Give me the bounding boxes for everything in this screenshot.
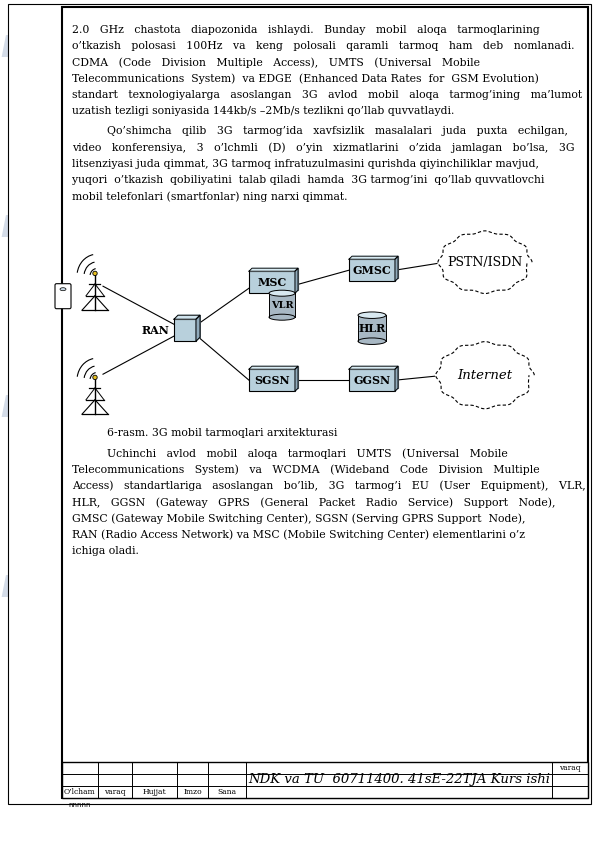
Text: VLR: VLR <box>271 301 293 310</box>
Text: ichiga oladi.: ichiga oladi. <box>72 546 139 556</box>
Text: CDMA   (Code   Division   Multiple   Access),   UMTS   (Universal   Mobile: CDMA (Code Division Multiple Access), UM… <box>72 57 480 68</box>
Text: Sana: Sana <box>217 788 237 796</box>
Text: Hujjat: Hujjat <box>143 788 167 796</box>
Text: Docx.uz: Docx.uz <box>340 34 475 63</box>
Bar <box>358 315 386 341</box>
Bar <box>349 259 395 281</box>
FancyBboxPatch shape <box>55 284 71 309</box>
Text: Telecommunications   System)   va   WCDMA   (Wideband   Code   Division   Multip: Telecommunications System) va WCDMA (Wid… <box>72 465 540 475</box>
Text: O’lcham: O’lcham <box>64 788 96 796</box>
Text: Docx.uz: Docx.uz <box>0 214 135 243</box>
Text: mobil telefonlari (smartfonlar) ning narxi qimmat.: mobil telefonlari (smartfonlar) ning nar… <box>72 191 347 201</box>
Text: 6-rasm. 3G mobil tarmoqlari arxitekturasi: 6-rasm. 3G mobil tarmoqlari arxitekturas… <box>107 429 337 438</box>
Circle shape <box>93 271 97 275</box>
Ellipse shape <box>269 290 295 296</box>
Bar <box>178 315 200 337</box>
Text: Docx.uz: Docx.uz <box>340 214 475 243</box>
Polygon shape <box>349 366 398 369</box>
Text: Docx.uz: Docx.uz <box>0 34 135 63</box>
Text: HLR,   GGSN   (Gateway   GPRS   (General   Packet   Radio   Service)   Support  : HLR, GGSN (Gateway GPRS (General Packet … <box>72 497 556 508</box>
Text: MSC: MSC <box>258 277 287 288</box>
Polygon shape <box>436 342 534 409</box>
Circle shape <box>93 376 97 380</box>
Text: Docx.uz: Docx.uz <box>0 394 135 423</box>
Polygon shape <box>438 231 532 294</box>
Text: RAN: RAN <box>141 325 169 336</box>
Text: RAN (Radio Access Network) va MSC (Mobile Switching Center) elementlarini o’z: RAN (Radio Access Network) va MSC (Mobil… <box>72 530 525 540</box>
Text: GMSC: GMSC <box>353 264 392 275</box>
Text: Access)   standartlariga   asoslangan   bo’lib,   3G   tarmog’i   EU   (User   E: Access) standartlariga asoslangan bo’lib… <box>72 481 585 492</box>
Text: yuqori  o’tkazish  qobiliyatini  talab qiladi  hamda  3G tarmog’ini  qo’llab quv: yuqori o’tkazish qobiliyatini talab qila… <box>72 175 544 184</box>
Text: SGSN: SGSN <box>254 375 290 386</box>
Text: HLR: HLR <box>358 322 386 333</box>
Text: nnnnn: nnnnn <box>69 802 91 808</box>
Text: litsenziyasi juda qimmat, 3G tarmoq infratuzulmasini qurishda qiyinchiliklar mav: litsenziyasi juda qimmat, 3G tarmoq infr… <box>72 158 539 168</box>
Text: Imzo: Imzo <box>183 788 202 796</box>
Text: varaq: varaq <box>559 764 581 772</box>
Text: o’tkazish   polosasi   100Hz   va   keng   polosali   qaramli   tarmoq   ham   d: o’tkazish polosasi 100Hz va keng polosal… <box>72 41 575 51</box>
Text: Qo’shimcha   qilib   3G   tarmog’ida   xavfsizlik   masalalari   juda   puxta   : Qo’shimcha qilib 3G tarmog’ida xavfsizli… <box>107 126 568 136</box>
Polygon shape <box>395 256 398 281</box>
Bar <box>62 762 588 798</box>
Text: Internet: Internet <box>458 369 512 381</box>
Bar <box>269 293 295 317</box>
Ellipse shape <box>358 338 386 344</box>
Bar <box>252 366 298 388</box>
Bar <box>252 269 298 290</box>
Text: Docx.uz: Docx.uz <box>165 394 300 423</box>
Text: Telecommunications  System)  va EDGE  (Enhanced Data Rates  for  GSM Evolution): Telecommunications System) va EDGE (Enha… <box>72 73 539 84</box>
Text: Docx.uz: Docx.uz <box>165 214 300 243</box>
Text: Uchinchi   avlod   mobil   aloqa   tarmoqlari   UMTS   (Universal   Mobile: Uchinchi avlod mobil aloqa tarmoqlari UM… <box>107 449 508 459</box>
Polygon shape <box>395 366 398 392</box>
Ellipse shape <box>269 314 295 320</box>
Bar <box>249 271 295 293</box>
Polygon shape <box>249 269 298 271</box>
Bar <box>174 319 196 341</box>
Bar <box>352 366 398 388</box>
Text: standart   texnologiyalarga   asoslangan   3G   avlod   mobil   aloqa   tarmog’i: standart texnologiyalarga asoslangan 3G … <box>72 90 582 100</box>
Bar <box>249 369 295 392</box>
Polygon shape <box>295 269 298 293</box>
Text: GMSC (Gateway Mobile Switching Center), SGSN (Serving GPRS Support  Node),: GMSC (Gateway Mobile Switching Center), … <box>72 514 525 524</box>
Text: Docx.uz: Docx.uz <box>340 574 475 603</box>
Bar <box>352 256 398 278</box>
Text: varaq: varaq <box>104 788 126 796</box>
Bar <box>62 7 588 798</box>
Text: video   konferensiya,   3   o’lchmli   (D)   o’yin   xizmatlarini   o’zida   jam: video konferensiya, 3 o’lchmli (D) o’yin… <box>72 142 575 153</box>
Polygon shape <box>249 366 298 369</box>
Text: GGSN: GGSN <box>353 375 390 386</box>
Polygon shape <box>174 315 200 319</box>
Text: PSTN/ISDN: PSTN/ISDN <box>447 256 522 269</box>
Text: NDK va TU  60711400. 41sE-22TJA Kurs ishi: NDK va TU 60711400. 41sE-22TJA Kurs ishi <box>248 774 550 786</box>
Text: 2.0   GHz   chastota   diapozonida   ishlaydi.   Bunday   mobil   aloqa   tarmoq: 2.0 GHz chastota diapozonida ishlaydi. B… <box>72 25 540 35</box>
Polygon shape <box>349 256 398 259</box>
Text: Docx.uz: Docx.uz <box>165 574 300 603</box>
Polygon shape <box>295 366 298 392</box>
Text: Docx.uz: Docx.uz <box>165 34 300 63</box>
Text: uzatish tezligi soniyasida 144kb/s –2Mb/s tezlikni qo’llab quvvatlaydi.: uzatish tezligi soniyasida 144kb/s –2Mb/… <box>72 106 455 116</box>
Ellipse shape <box>60 288 66 290</box>
Text: Docx.uz: Docx.uz <box>0 574 135 603</box>
Polygon shape <box>196 315 200 341</box>
Text: Docx.uz: Docx.uz <box>340 394 475 423</box>
Bar <box>349 369 395 392</box>
Ellipse shape <box>358 312 386 318</box>
